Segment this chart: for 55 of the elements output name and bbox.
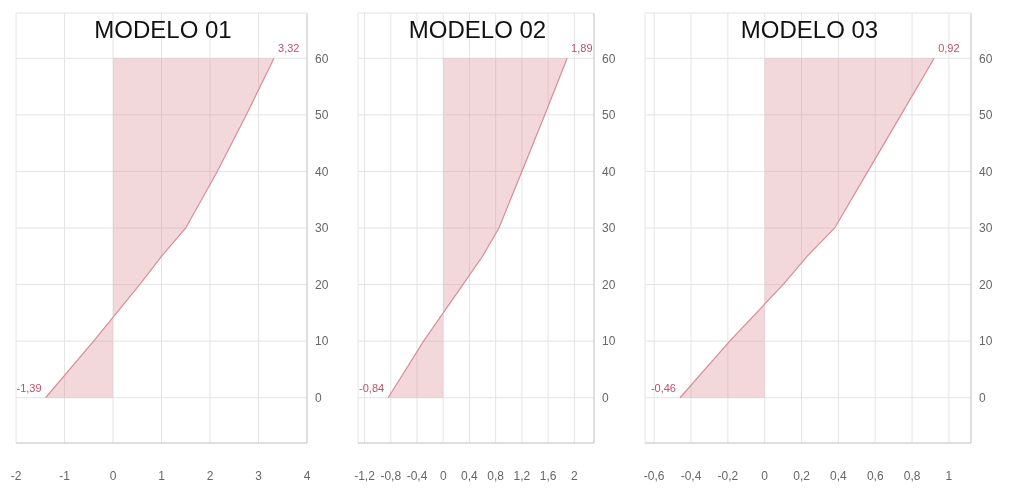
x-tick-label: -1,2: [354, 468, 376, 483]
y-tick-label: 40: [979, 164, 993, 179]
y-tick-label: 0: [979, 391, 986, 405]
x-tick-label: 0,4: [830, 468, 848, 483]
x-tick-label: -0,4: [680, 468, 702, 483]
x-tick-label: -1: [59, 468, 71, 483]
data-label: -1,39: [16, 381, 42, 394]
y-tick-label: 40: [602, 164, 616, 179]
chart-title: MODELO 03: [739, 16, 880, 44]
chart-title: MODELO 02: [407, 16, 548, 44]
y-tick-label: 30: [979, 221, 993, 236]
x-tick-label: -0,4: [406, 468, 428, 483]
y-tick-label: 10: [315, 334, 329, 349]
x-tick-label: 1,6: [539, 468, 557, 483]
x-tick-label: 0,2: [793, 468, 811, 483]
y-tick-label: 60: [979, 51, 993, 66]
y-tick-label: 60: [602, 51, 616, 66]
x-tick-label: 1: [158, 468, 166, 483]
x-tick-label: 0,8: [903, 468, 921, 483]
x-tick-label: 3: [255, 468, 263, 483]
y-tick-label: 40: [315, 164, 329, 179]
y-tick-label: 50: [315, 108, 329, 123]
x-tick-label: -0,2: [717, 468, 739, 483]
x-tick-label: -0,8: [380, 468, 402, 483]
x-tick-label: 0,6: [866, 468, 884, 483]
x-tick-label: 0,8: [487, 468, 505, 483]
x-tick-label: -2: [10, 468, 22, 483]
x-tick-label: 2: [206, 468, 214, 483]
x-tick-label: 0: [109, 468, 117, 483]
x-tick-label: 4: [303, 468, 311, 483]
y-tick-label: 10: [979, 334, 993, 349]
y-tick-label: 60: [315, 51, 329, 66]
data-label: -0,84: [359, 381, 385, 394]
data-label: 3,32: [278, 42, 300, 55]
x-tick-label: 0,4: [461, 468, 479, 483]
y-tick-label: 50: [602, 108, 616, 123]
y-tick-label: 0: [602, 391, 609, 405]
chart-title: MODELO 01: [93, 16, 233, 44]
y-tick-label: 50: [979, 108, 993, 123]
x-tick-label: 2: [570, 468, 578, 483]
x-tick-label: 0: [761, 468, 769, 483]
y-tick-label: 0: [315, 391, 322, 405]
x-tick-label: 1,2: [513, 468, 531, 483]
data-label: 0,92: [938, 42, 960, 55]
data-label: -0,46: [650, 381, 676, 394]
y-tick-label: 20: [979, 277, 993, 292]
x-tick-label: 1: [945, 468, 953, 483]
data-label: 1,89: [571, 42, 593, 55]
y-tick-label: 30: [315, 221, 329, 236]
x-tick-label: 0: [439, 468, 447, 483]
x-tick-label: -0,6: [643, 468, 665, 483]
y-tick-label: 20: [315, 277, 329, 292]
y-tick-label: 30: [602, 221, 616, 236]
y-tick-label: 10: [602, 334, 616, 349]
y-tick-label: 20: [602, 277, 616, 292]
